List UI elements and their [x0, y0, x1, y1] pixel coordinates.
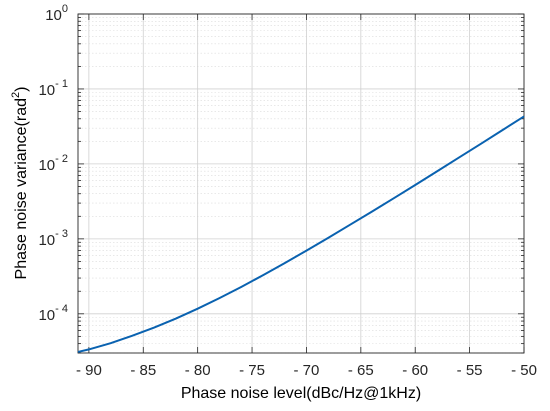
- y-tick-label: 10- 3: [38, 228, 68, 249]
- x-tick-labels: - 90 - 85 - 80 - 75 - 70 - 65 - 60 - 55 - 50: [76, 362, 537, 379]
- x-tick-label: - 70: [294, 362, 320, 379]
- y-tick-label: 10- 1: [38, 78, 68, 99]
- grid: [78, 13, 525, 354]
- y-tick-label: 100: [45, 3, 68, 24]
- y-axis-label-main: Phase noise variance(rad: [13, 98, 30, 279]
- y-tick-exponent: - 3: [55, 228, 68, 240]
- y-tick-label: 10- 4: [38, 303, 68, 324]
- x-tick-label: - 60: [402, 362, 428, 379]
- y-tick-exponent: - 4: [55, 303, 68, 315]
- x-tick-label: - 55: [457, 362, 483, 379]
- tick-marks: [78, 13, 525, 354]
- series-line: [77, 115, 525, 353]
- series-group: [77, 115, 525, 353]
- y-tick-exponent: 0: [62, 3, 68, 15]
- y-axis-label: Phase noise variance(rad2): [10, 87, 30, 280]
- plot-frame: [77, 13, 525, 354]
- y-tick-base: 10: [38, 232, 55, 249]
- y-tick-exponent: - 2: [55, 153, 68, 165]
- y-tick-base: 10: [38, 82, 55, 99]
- y-tick-exponent: - 1: [55, 78, 68, 90]
- y-axis-label-superscript: 2: [10, 92, 22, 98]
- x-tick-label: - 65: [348, 362, 374, 379]
- x-tick-label: - 85: [130, 362, 156, 379]
- x-tick-label: - 80: [185, 362, 211, 379]
- x-axis-label: Phase noise level(dBc/Hz@1kHz): [181, 385, 421, 402]
- y-tick-base: 10: [45, 7, 62, 24]
- x-tick-label: - 75: [239, 362, 265, 379]
- x-tick-label: - 50: [511, 362, 537, 379]
- y-tick-label: 10- 2: [38, 153, 68, 174]
- y-tick-base: 10: [38, 307, 55, 324]
- y-tick-base: 10: [38, 157, 55, 174]
- x-tick-label: - 90: [76, 362, 102, 379]
- y-axis-label-close: ): [13, 87, 30, 92]
